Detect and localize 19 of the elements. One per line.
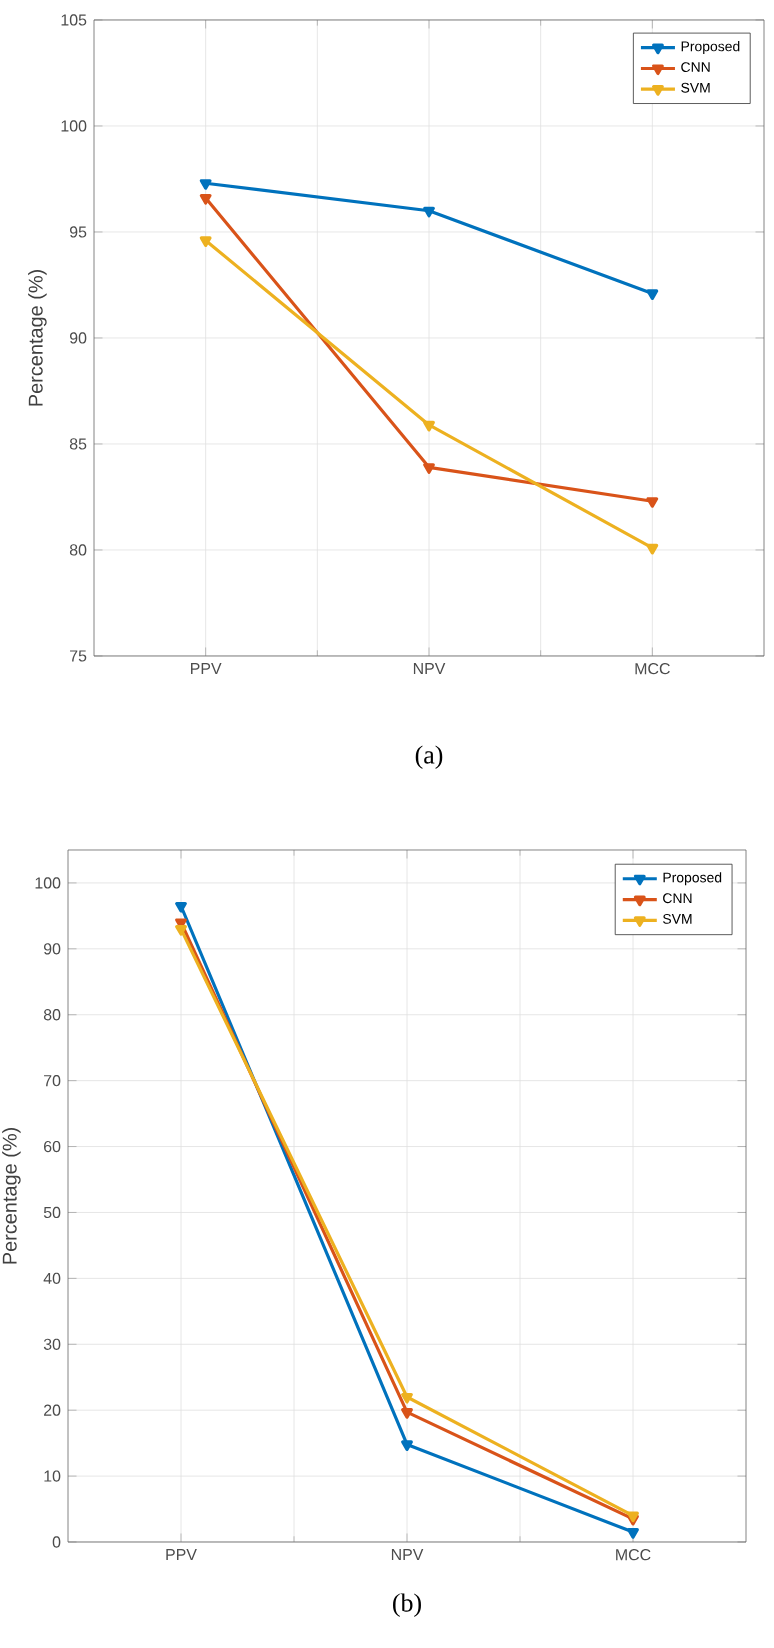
text: (b) — [393, 1593, 421, 1617]
point — [175, 924, 187, 936]
point — [646, 497, 659, 508]
text: (a) — [415, 745, 443, 769]
y-axis-title: Percentage (%) — [28, 270, 47, 406]
y-axis-title: Percentage (%) — [2, 1128, 21, 1264]
point — [423, 420, 435, 432]
point — [627, 1528, 639, 1539]
point — [401, 1408, 413, 1419]
point — [199, 236, 212, 248]
point — [199, 179, 212, 190]
point — [646, 543, 659, 555]
point — [199, 193, 212, 205]
point — [401, 1392, 413, 1404]
point — [175, 901, 187, 913]
point — [401, 1440, 413, 1452]
point — [423, 463, 435, 474]
point — [646, 289, 659, 301]
point — [423, 206, 435, 218]
